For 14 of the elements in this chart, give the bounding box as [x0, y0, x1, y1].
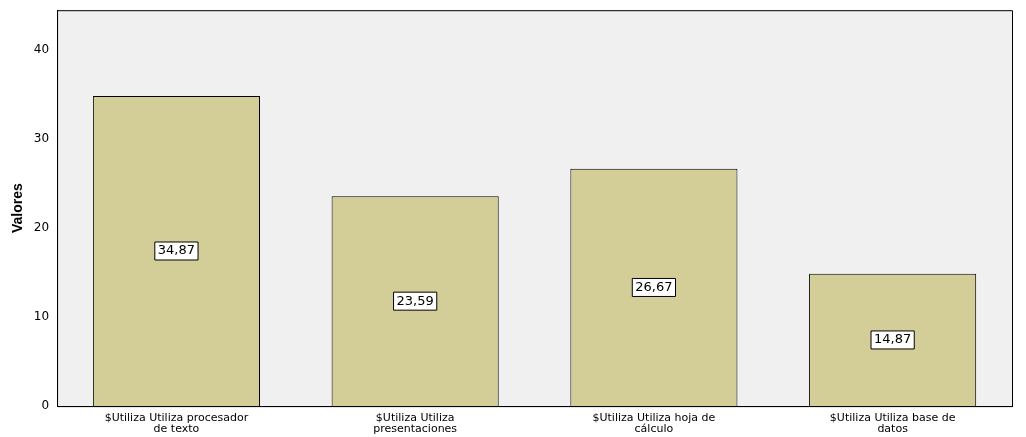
x-tick-label: $Utiliza Utiliza procesador de texto	[104, 411, 249, 435]
x-tick-label: $Utiliza Utiliza presentaciones	[373, 411, 458, 435]
x-tick-label: $Utiliza Utiliza hoja de cálculo	[592, 411, 716, 435]
data-label: 14,87	[874, 331, 912, 347]
y-tick-label: 0	[41, 398, 50, 413]
data-label: 34,87	[157, 242, 196, 258]
data-label: 26,67	[635, 278, 673, 294]
data-label: 23,59	[396, 292, 434, 308]
y-tick-label: 20	[33, 220, 50, 235]
x-tick-label: $Utiliza Utiliza base de datos	[829, 411, 956, 435]
y-tick-label: 40	[33, 42, 50, 57]
y-tick-label: 10	[33, 309, 50, 324]
y-tick-label: 30	[33, 131, 50, 146]
y-axis-title: Valores	[9, 183, 26, 234]
